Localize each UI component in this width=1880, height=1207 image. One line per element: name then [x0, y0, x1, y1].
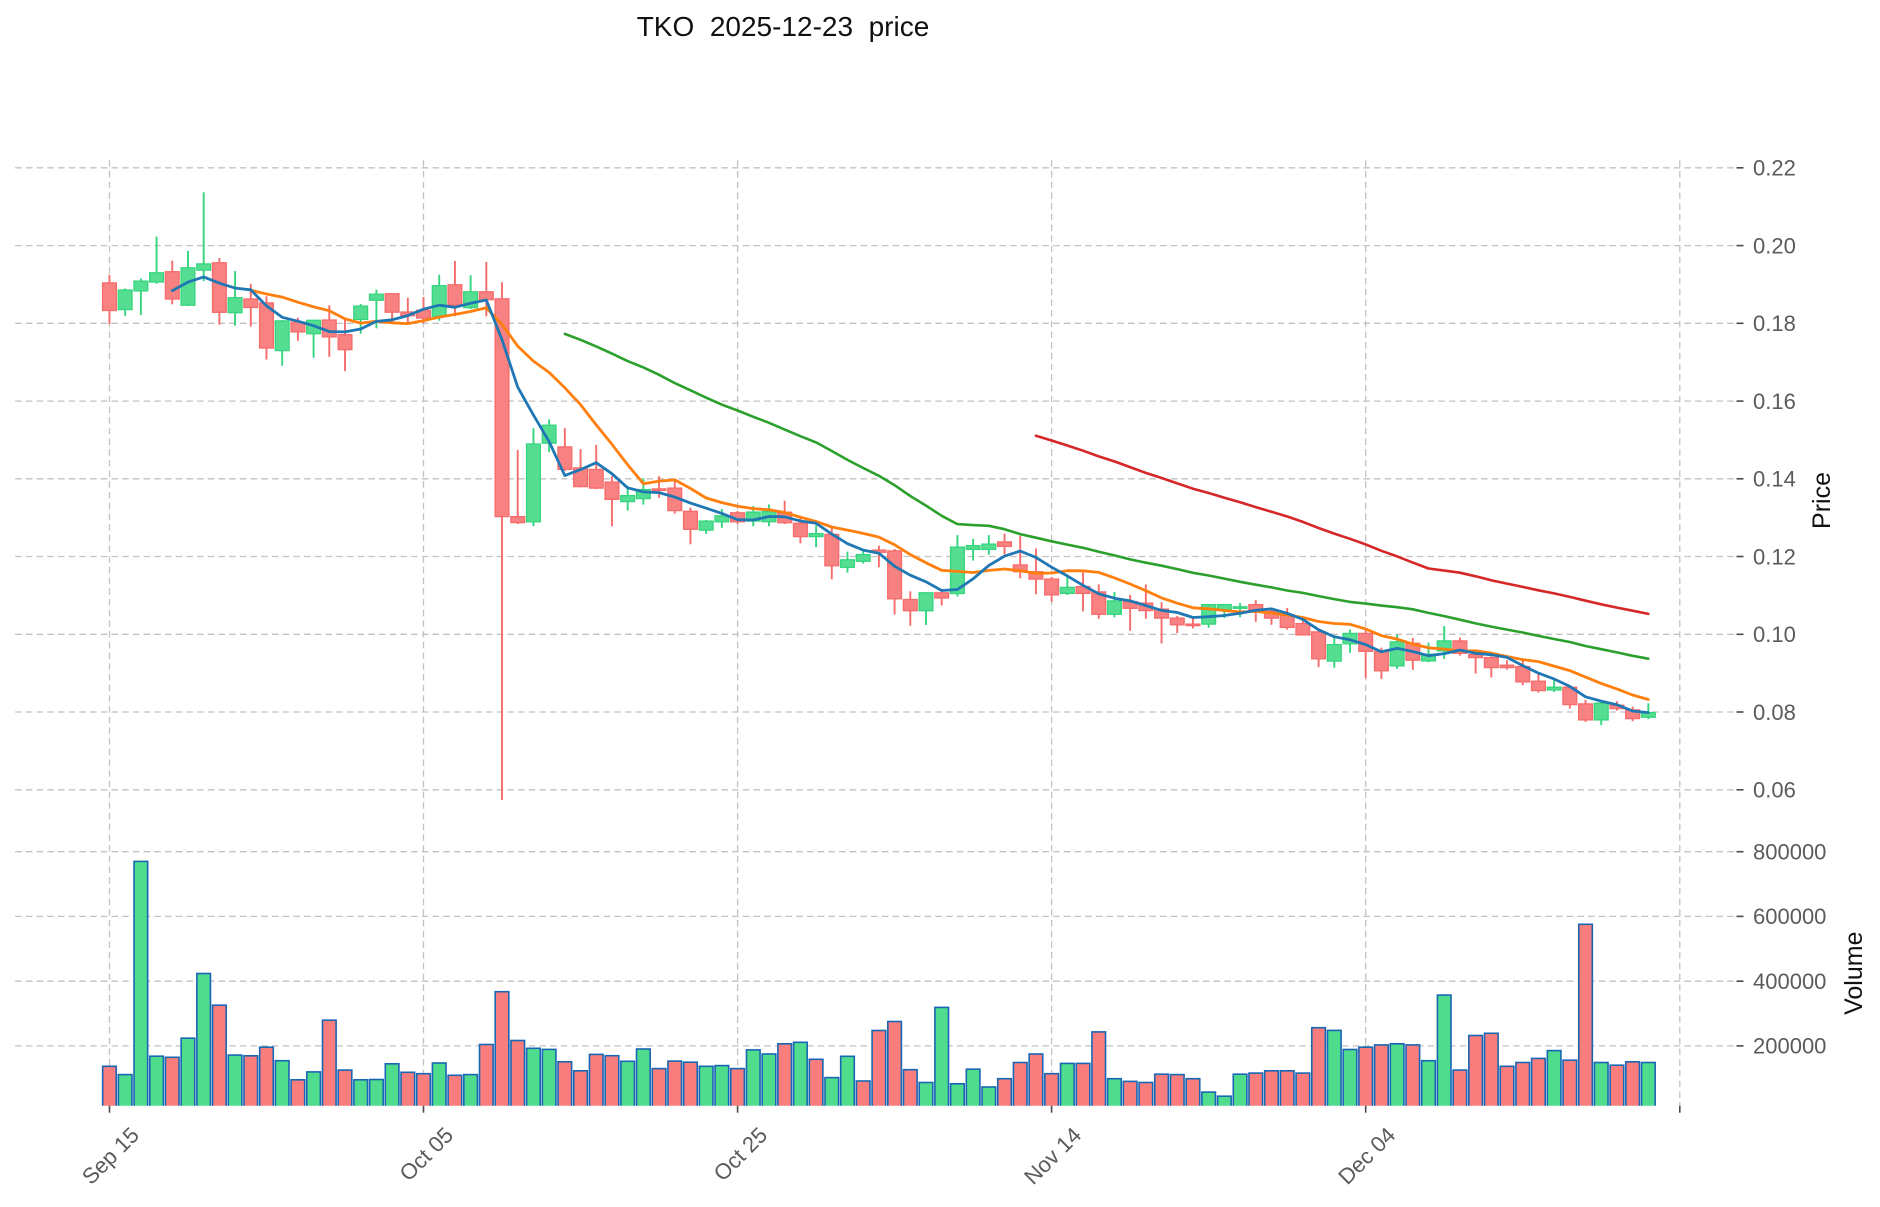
svg-text:0.06: 0.06 [1753, 778, 1796, 803]
svg-text:400000: 400000 [1753, 969, 1826, 994]
svg-text:0.16: 0.16 [1753, 389, 1796, 414]
svg-text:0.12: 0.12 [1753, 544, 1796, 569]
svg-text:Volume: Volume [1840, 932, 1868, 1015]
svg-text:0.08: 0.08 [1753, 700, 1796, 725]
svg-text:800000: 800000 [1753, 840, 1826, 865]
svg-text:0.10: 0.10 [1753, 622, 1796, 647]
svg-text:TKO 2025-12-23 price: TKO 2025-12-23 price [637, 11, 930, 42]
svg-text:200000: 200000 [1753, 1034, 1826, 1059]
svg-text:0.20: 0.20 [1753, 233, 1796, 258]
svg-text:600000: 600000 [1753, 904, 1826, 929]
svg-text:0.22: 0.22 [1753, 156, 1796, 181]
svg-text:0.18: 0.18 [1753, 311, 1796, 336]
svg-text:0.14: 0.14 [1753, 467, 1796, 492]
svg-text:Price: Price [1808, 472, 1836, 529]
